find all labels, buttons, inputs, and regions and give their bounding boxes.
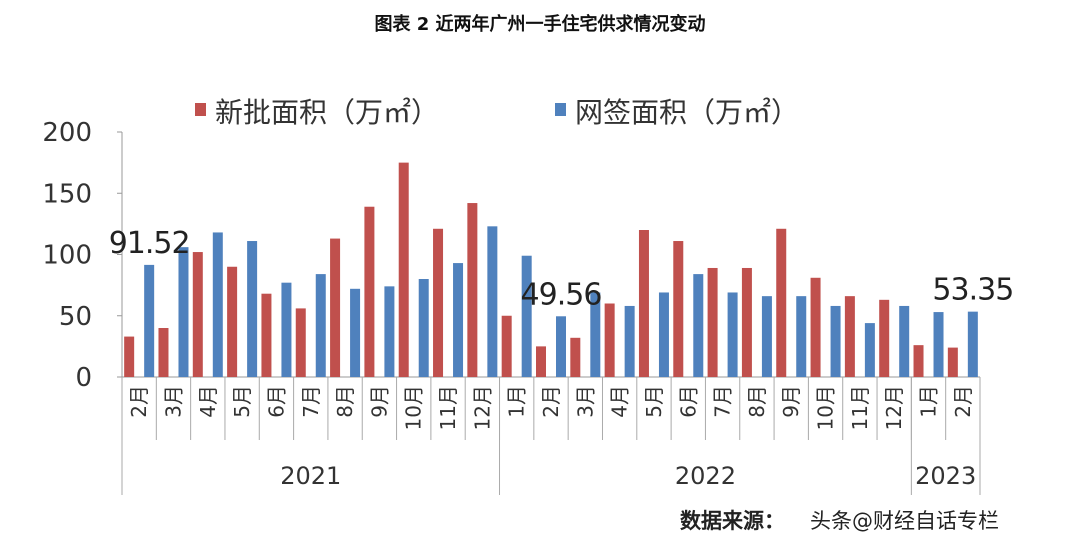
bar-new-approved	[879, 299, 890, 377]
x-tick-label: 8月	[333, 385, 357, 418]
watermark: 头条@财经自话专栏	[810, 509, 999, 533]
x-tick-label: 11月	[436, 385, 460, 430]
bar-online-signed	[315, 274, 326, 377]
bar-online-signed	[796, 296, 807, 377]
bar-new-approved	[810, 277, 821, 377]
bar-online-signed	[693, 274, 704, 377]
x-tick-label: 12月	[470, 385, 494, 430]
bar-new-approved	[604, 303, 615, 377]
bar-new-approved	[741, 267, 752, 377]
x-tick-label: 9月	[367, 385, 391, 418]
y-tick-label: 150	[42, 179, 92, 209]
bar-online-signed	[658, 292, 669, 377]
bar-online-signed	[418, 279, 429, 377]
bar-online-signed	[967, 311, 978, 377]
data-label: 91.52	[109, 226, 190, 261]
y-tick-label: 200	[42, 118, 92, 148]
bar-new-approved	[707, 267, 718, 377]
x-tick-label: 2月	[127, 385, 151, 418]
bar-online-signed	[521, 255, 532, 377]
bar-online-signed	[350, 288, 361, 377]
bar-online-signed	[933, 312, 944, 377]
bar-new-approved	[158, 328, 169, 377]
legend-swatch	[555, 103, 566, 116]
bar-new-approved	[124, 336, 135, 377]
legend-label: 网签面积（万㎡）	[575, 96, 799, 129]
chart-title: 图表 2 近两年广州一手住宅供求情况变动	[374, 14, 706, 35]
bar-online-signed	[384, 286, 395, 377]
x-tick-label: 6月	[264, 385, 288, 418]
x-tick-label: 4月	[608, 385, 632, 418]
bar-new-approved	[467, 203, 478, 377]
bar-new-approved	[398, 162, 409, 377]
bar-new-approved	[501, 315, 512, 377]
legend-swatch	[195, 103, 206, 116]
x-tick-label: 7月	[711, 385, 735, 418]
source-label: 数据来源：	[680, 509, 785, 533]
x-group-label: 2022	[675, 462, 736, 490]
x-tick-label: 10月	[402, 385, 426, 430]
bar-online-signed	[590, 292, 601, 377]
bar-new-approved	[638, 230, 649, 377]
bar-new-approved	[364, 206, 375, 377]
bar-new-approved	[844, 296, 855, 377]
y-tick-label: 0	[75, 363, 92, 393]
x-tick-label: 7月	[299, 385, 323, 418]
data-label: 53.35	[932, 273, 1013, 308]
bar-new-approved	[295, 308, 306, 377]
x-tick-label: 5月	[230, 385, 254, 418]
legend-label: 新批面积（万㎡）	[215, 96, 439, 129]
x-tick-label: 3月	[573, 385, 597, 418]
x-tick-label: 6月	[676, 385, 700, 418]
bar-new-approved	[330, 238, 341, 377]
bar-online-signed	[247, 241, 258, 377]
x-tick-label: 10月	[814, 385, 838, 430]
bar-online-signed	[899, 305, 910, 377]
bar-new-approved	[673, 241, 684, 377]
y-tick-label: 50	[59, 302, 92, 332]
data-label: 49.56	[521, 277, 602, 312]
bar-new-approved	[947, 347, 958, 377]
x-tick-label: 3月	[161, 385, 185, 418]
x-group-label: 2023	[915, 462, 976, 490]
x-tick-label: 9月	[779, 385, 803, 418]
y-tick-label: 100	[42, 241, 92, 271]
x-tick-label: 1月	[917, 385, 941, 418]
bar-online-signed	[556, 316, 566, 377]
bar-new-approved	[536, 346, 546, 377]
x-tick-label: 4月	[196, 385, 220, 418]
bar-online-signed	[761, 296, 772, 377]
bar-online-signed	[453, 263, 464, 377]
bar-online-signed	[212, 232, 223, 377]
bar-online-signed	[487, 226, 498, 377]
bar-online-signed	[178, 247, 189, 377]
bar-online-signed	[281, 282, 292, 377]
bar-new-approved	[433, 228, 444, 377]
x-tick-label: 2月	[951, 385, 975, 418]
bar-online-signed	[830, 305, 841, 377]
bar-online-signed	[864, 323, 875, 377]
bar-online-signed	[624, 305, 635, 377]
bar-new-approved	[776, 228, 787, 377]
x-tick-label: 1月	[505, 385, 529, 418]
x-tick-label: 2月	[539, 385, 563, 418]
x-tick-label: 5月	[642, 385, 666, 418]
x-tick-label: 8月	[745, 385, 769, 418]
bar-new-approved	[570, 337, 581, 377]
x-tick-label: 11月	[848, 385, 872, 430]
bar-new-approved	[913, 345, 924, 377]
bar-new-approved	[261, 293, 272, 377]
bar-online-signed	[727, 292, 738, 377]
bar-new-approved	[192, 252, 203, 377]
x-tick-label: 12月	[882, 385, 906, 430]
bar-new-approved	[227, 266, 238, 377]
x-group-label: 2021	[280, 462, 341, 490]
bar-online-signed	[144, 264, 155, 377]
